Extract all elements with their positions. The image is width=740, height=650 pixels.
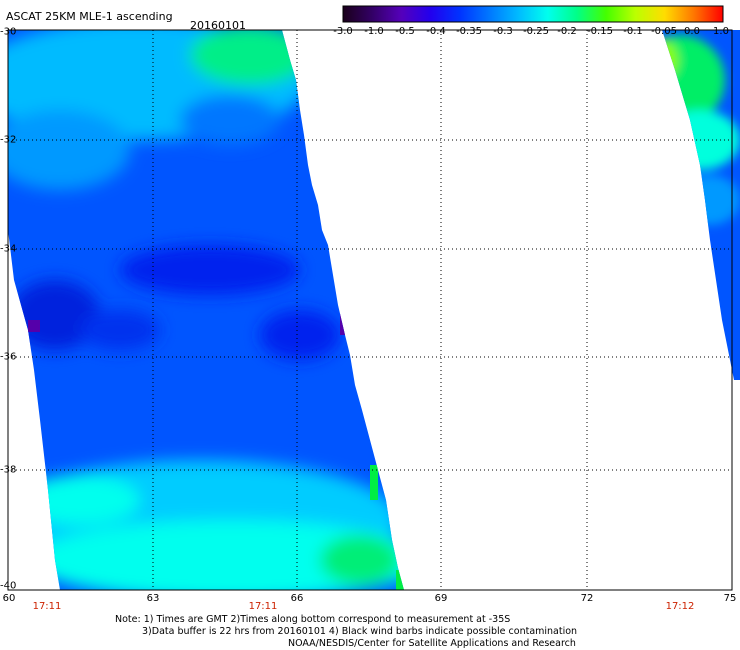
- colorbar-label: -0.1: [623, 26, 643, 37]
- colorbar-label: 0.0: [684, 26, 700, 37]
- green-edge-patch-2: [396, 570, 404, 590]
- lon-label: 66: [290, 593, 304, 604]
- lon-label: 63: [146, 593, 160, 604]
- time-label: 17:12: [665, 601, 695, 612]
- lat-label: -38: [0, 464, 17, 476]
- time-label: 17:11: [32, 601, 62, 612]
- lat-label: -40: [0, 580, 17, 592]
- colorbar-label: -0.05: [651, 26, 677, 37]
- colorbar-label: 1.0: [713, 26, 729, 37]
- indigo-patch: [682, 212, 692, 247]
- left-swath: [8, 30, 404, 590]
- colorbar-label: -0.35: [456, 26, 482, 37]
- green-edge-patch: [370, 465, 378, 500]
- colorbar-label: -3.0: [333, 26, 353, 37]
- map-frame: [7, 29, 733, 591]
- colorbar-label: -0.3: [493, 26, 513, 37]
- chart-title: ASCAT 25KM MLE-1 ascending: [6, 10, 173, 23]
- note-line-1: Note: 1) Times are GMT 2)Times along bot…: [115, 614, 511, 625]
- yellow-patch: [646, 62, 654, 82]
- colorbar-label: -0.4: [426, 26, 446, 37]
- orange-patch: [638, 62, 646, 87]
- colorbar-label: -0.15: [587, 26, 613, 37]
- note-line-3: NOAA/NESDIS/Center for Satellite Applica…: [288, 638, 576, 649]
- colorbar-label: -0.25: [523, 26, 549, 37]
- right-swath: [630, 30, 740, 380]
- violet-patch: [340, 305, 348, 335]
- colorbar-label: -0.5: [395, 26, 415, 37]
- colorbar: [342, 5, 724, 23]
- lat-label: -36: [0, 351, 17, 363]
- violet-patch-2: [28, 320, 40, 332]
- chart-date: 20160101: [190, 19, 246, 32]
- lon-label: 60: [2, 593, 16, 604]
- lat-label: -34: [0, 243, 17, 255]
- lat-label: -30: [0, 26, 17, 38]
- note-line-2: 3)Data buffer is 22 hrs from 20160101 4)…: [142, 626, 578, 637]
- colorbar-label: -1.0: [364, 26, 384, 37]
- lon-label: 75: [723, 593, 737, 604]
- gridlines: [8, 30, 732, 590]
- lon-label: 72: [580, 593, 594, 604]
- time-label: 17:11: [248, 601, 278, 612]
- lon-label: 69: [434, 593, 448, 604]
- lat-label: -32: [0, 134, 17, 146]
- colorbar-strip: [342, 5, 724, 23]
- colorbar-label: -0.2: [557, 26, 577, 37]
